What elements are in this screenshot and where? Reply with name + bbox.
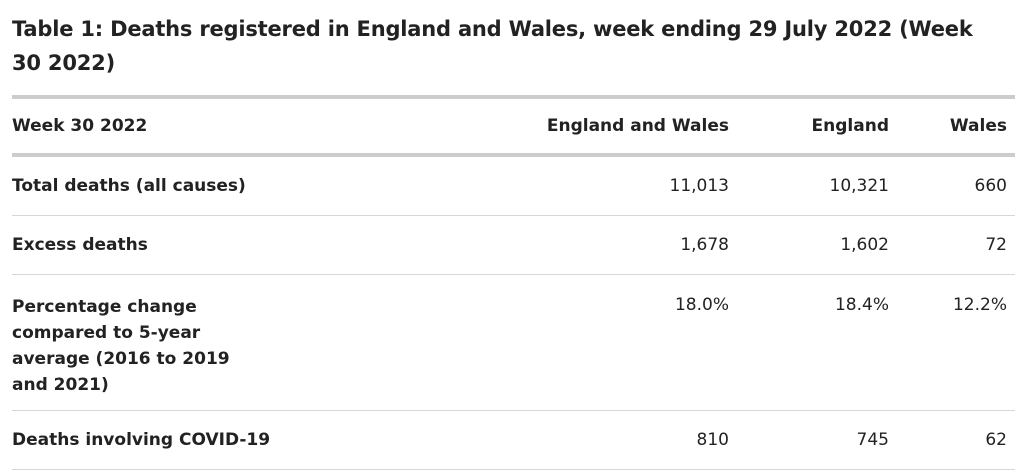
row-label-cell: Percentage change compared to 5-year ave… [12,275,452,411]
row-label: Total deaths (all causes) [12,176,246,196]
cell-england: 1,602 [840,235,889,255]
table-row: Percentage change compared to 5-year ave… [12,275,1015,411]
cell-wales: 660 [974,176,1007,196]
table-caption: Table 1: Deaths registered in England an… [12,17,973,75]
table-row: Excess deaths 1,678 1,602 72 [12,216,1015,275]
cell-england: 745 [856,430,889,450]
cell-wales: 12.2% [952,295,1007,315]
row-label: Excess deaths [12,235,148,255]
header-wales: Wales [949,116,1007,136]
table-row: Total deaths (all causes) 11,013 10,321 … [12,155,1015,216]
header-england-and-wales: England and Wales [546,116,729,136]
table-container: Table 1: Deaths registered in England an… [12,12,1015,470]
header-england: England [811,116,889,136]
cell-wales: 72 [985,235,1007,255]
cell-england-and-wales: 1,678 [680,235,729,255]
cell-england: 18.4% [834,295,889,315]
header-row: Week 30 2022 England and Wales England W… [12,97,1015,155]
cell-england: 10,321 [829,176,889,196]
cell-england-and-wales: 810 [696,430,729,450]
header-week: Week 30 2022 [12,116,148,136]
cell-england-and-wales: 11,013 [669,176,729,196]
cell-england-and-wales: 18.0% [674,295,729,315]
deaths-table: Week 30 2022 England and Wales England W… [12,95,1015,470]
row-label: Deaths involving COVID-19 [12,430,271,450]
cell-wales: 62 [985,430,1007,450]
row-label: Percentage change compared to 5-year ave… [12,297,230,395]
table-row: Deaths involving COVID-19 810 745 62 [12,411,1015,470]
